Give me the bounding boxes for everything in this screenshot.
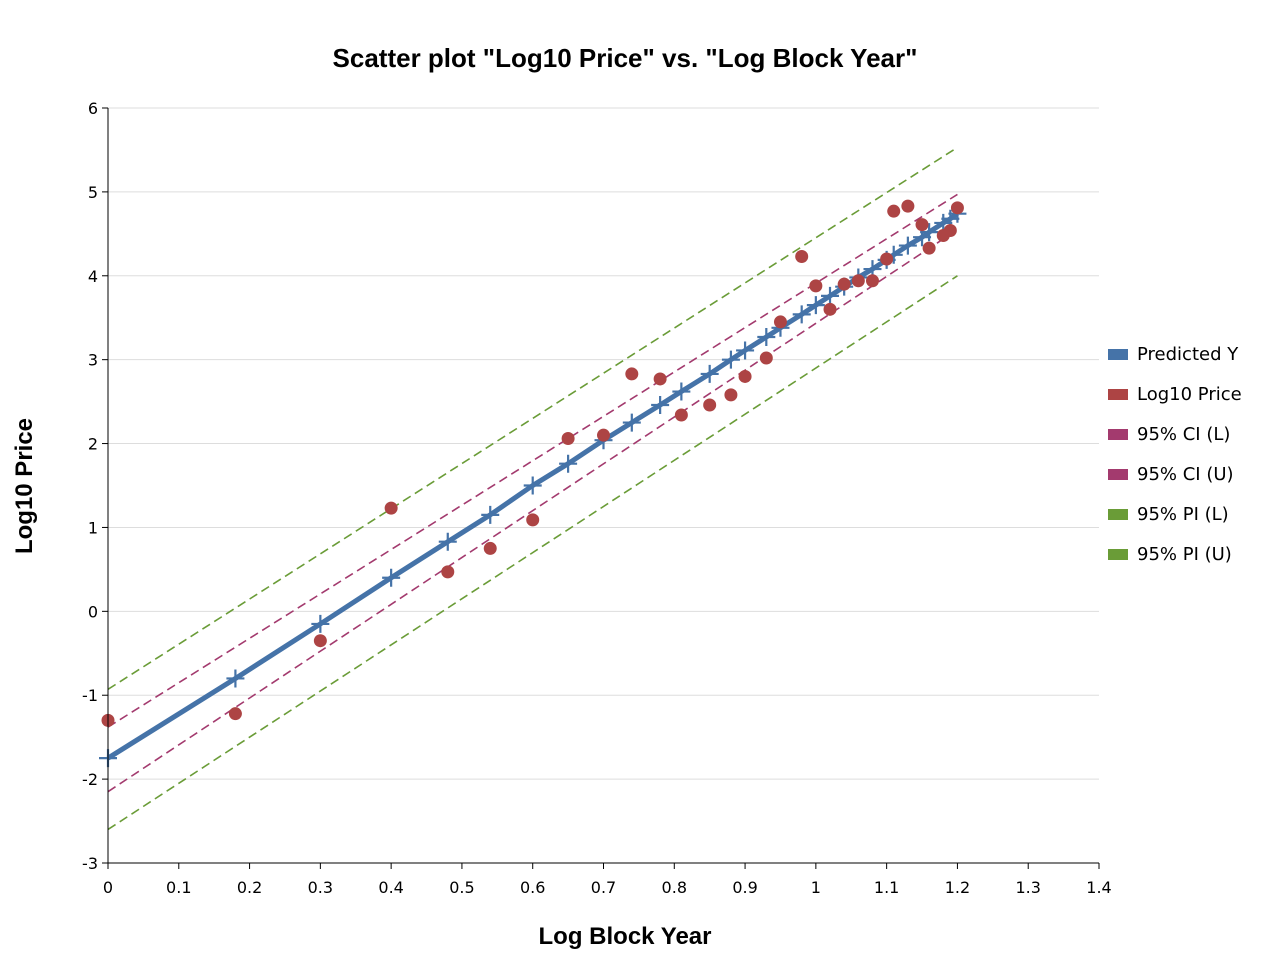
legend-label: 95% CI (L) <box>1137 424 1230 445</box>
predicted-y-marker <box>757 328 776 347</box>
predicted-y-marker <box>382 568 401 587</box>
y-tick-label: -2 <box>82 770 98 789</box>
plot-series <box>99 146 967 831</box>
log10-price-point <box>837 277 851 291</box>
predicted-y-marker <box>651 395 670 414</box>
series-line-95-pi-l <box>107 275 958 831</box>
log10-price-point <box>887 204 901 218</box>
x-axis-title: Log Block Year <box>539 923 712 950</box>
x-axis-ticks: 0 0.1 0.2 0.3 0.4 0.5 0.6 0.7 0.8 0.9 1 1.1 1.2 1.3 1.… <box>103 863 1112 897</box>
predicted-y-marker <box>700 364 719 383</box>
legend-label: 95% CI (U) <box>1137 464 1234 485</box>
x-tick-label: 1 <box>811 878 821 897</box>
x-tick-label: 1.4 <box>1086 878 1111 897</box>
chart-title: Scatter plot "Log10 Price" vs. "Log Bloc… <box>333 43 918 73</box>
predicted-y-marker <box>438 532 457 551</box>
x-tick-label: 0.8 <box>662 878 687 897</box>
predicted-y-marker <box>920 223 939 242</box>
log10-price-point <box>823 302 837 316</box>
log10-price-point <box>738 369 752 383</box>
log10-price-point <box>865 274 879 288</box>
predicted-y-marker <box>559 454 578 473</box>
x-tick-label: 1.3 <box>1015 878 1040 897</box>
log10-price-point <box>674 408 688 422</box>
predicted-y-marker <box>792 305 811 324</box>
predicted-y-marker <box>806 296 825 315</box>
log10-price-point <box>441 565 455 579</box>
log10-price-point <box>597 428 610 442</box>
predicted-y-marker <box>481 505 500 524</box>
y-axis-ticks: -3 -2 -1 0 1 2 3 4 5 6 <box>82 99 108 873</box>
legend-swatch <box>1108 429 1128 440</box>
log10-price-point <box>880 252 894 266</box>
predicted-y-marker <box>672 382 691 401</box>
legend: Predicted Y Log10 Price 95% CI (L) 95% CI (… <box>1108 344 1242 565</box>
predicted-y-marker <box>898 236 917 255</box>
x-tick-label: 0.4 <box>378 878 403 897</box>
log10-price-point <box>922 241 936 255</box>
predicted-y-marker <box>622 413 641 432</box>
y-tick-label: -3 <box>82 854 98 873</box>
log10-price-point <box>483 541 497 555</box>
x-tick-label: 0.3 <box>308 878 333 897</box>
x-tick-label: 1.2 <box>945 878 970 897</box>
log10-price-point <box>625 367 639 381</box>
x-tick-label: 1.1 <box>874 878 899 897</box>
x-tick-label: 0.9 <box>732 878 757 897</box>
x-tick-label: 0 <box>103 878 113 897</box>
log10-price-point <box>915 218 929 232</box>
predicted-y-marker <box>523 476 542 495</box>
log10-price-point <box>759 351 773 365</box>
log10-price-point <box>384 501 398 515</box>
x-tick-label: 0.6 <box>520 878 545 897</box>
predicted-y-marker <box>736 341 755 360</box>
y-tick-label: 5 <box>88 183 98 202</box>
log10-price-point <box>313 634 327 648</box>
log10-price-point <box>943 223 957 237</box>
legend-swatch <box>1108 469 1128 480</box>
log10-price-point <box>561 432 575 446</box>
log10-price-point <box>809 279 823 293</box>
y-tick-label: 6 <box>88 99 98 118</box>
log10-price-point <box>703 398 717 412</box>
predicted-y-marker <box>311 614 330 633</box>
log10-price-point <box>526 513 540 527</box>
legend-swatch <box>1108 509 1128 520</box>
log10-price-point <box>773 315 787 329</box>
log10-price-point <box>851 274 865 288</box>
legend-swatch <box>1108 349 1128 360</box>
legend-label: 95% PI (L) <box>1137 504 1229 525</box>
predicted-y-marker <box>821 286 840 305</box>
y-tick-label: 3 <box>88 351 98 370</box>
y-tick-label: -1 <box>82 686 98 705</box>
x-tick-label: 0.2 <box>237 878 262 897</box>
log10-price-point <box>724 388 738 402</box>
y-axis-title: Log10 Price <box>11 418 38 554</box>
log10-price-point <box>795 249 809 263</box>
x-tick-label: 0.1 <box>166 878 191 897</box>
log10-price-point <box>653 372 667 386</box>
series-line-95-ci-l <box>107 228 958 793</box>
log10-price-point <box>901 199 915 213</box>
series-line-95-pi-u <box>107 146 958 691</box>
y-tick-label: 1 <box>88 518 98 537</box>
log10-price-point <box>950 201 964 215</box>
series-line-95-ci-u <box>107 193 958 728</box>
legend-label: 95% PI (U) <box>1137 544 1232 565</box>
x-tick-label: 0.5 <box>449 878 474 897</box>
x-tick-label: 0.7 <box>591 878 616 897</box>
legend-label: Predicted Y <box>1137 344 1239 365</box>
legend-swatch <box>1108 389 1128 400</box>
y-tick-label: 2 <box>88 435 98 454</box>
log10-price-point <box>228 707 242 721</box>
legend-swatch <box>1108 549 1128 560</box>
predicted-y-marker <box>226 669 245 688</box>
predicted-y-marker <box>721 350 740 369</box>
y-tick-label: 0 <box>88 602 98 621</box>
legend-label: Log10 Price <box>1137 384 1242 405</box>
y-tick-label: 4 <box>88 267 98 286</box>
